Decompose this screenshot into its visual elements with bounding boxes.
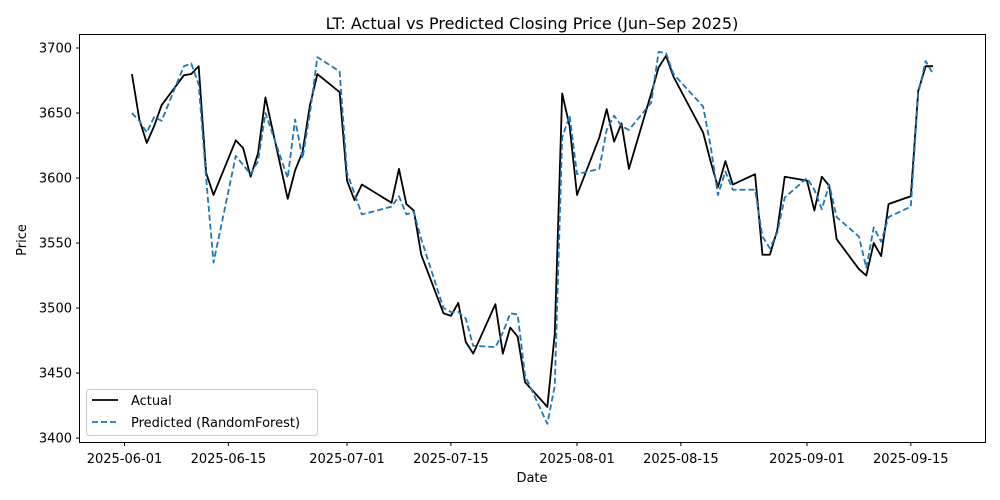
y-axis-label: Price [15, 224, 30, 256]
x-tick-label: 2025-08-15 [643, 452, 719, 467]
x-axis: 2025-06-01 2025-06-15 2025-07-01 2025-07-15… [87, 442, 949, 467]
y-tick-label: 3400 [39, 432, 72, 447]
legend-label-actual: Actual [131, 394, 172, 409]
chart-title: LT: Actual vs Predicted Closing Price (J… [326, 14, 739, 33]
y-tick-label: 3550 [39, 237, 72, 252]
x-tick-label: 2025-08-01 [539, 452, 615, 467]
x-tick-label: 2025-09-01 [769, 452, 845, 467]
y-tick-label: 3500 [39, 302, 72, 317]
series-line-actual [131, 54, 934, 408]
y-tick-label: 3650 [39, 107, 72, 122]
series-line-predicted [131, 51, 934, 425]
plot-frame [79, 34, 986, 443]
x-tick-label: 2025-09-15 [873, 452, 949, 467]
x-tick-label: 2025-06-01 [87, 452, 163, 467]
legend: Actual Predicted (RandomForest) [86, 389, 318, 436]
x-tick-label: 2025-07-15 [413, 452, 489, 467]
y-tick-label: 3450 [39, 367, 72, 382]
legend-box [86, 389, 318, 436]
y-tick-label: 3600 [39, 172, 72, 187]
plot-area [131, 51, 934, 425]
y-axis: 3400 3450 3500 3550 3600 3650 3700 [39, 42, 80, 447]
x-tick-label: 2025-07-01 [309, 452, 385, 467]
y-tick-label: 3700 [39, 42, 72, 57]
legend-label-predicted: Predicted (RandomForest) [131, 416, 300, 431]
x-axis-label: Date [516, 471, 547, 486]
x-tick-label: 2025-06-15 [191, 452, 267, 467]
